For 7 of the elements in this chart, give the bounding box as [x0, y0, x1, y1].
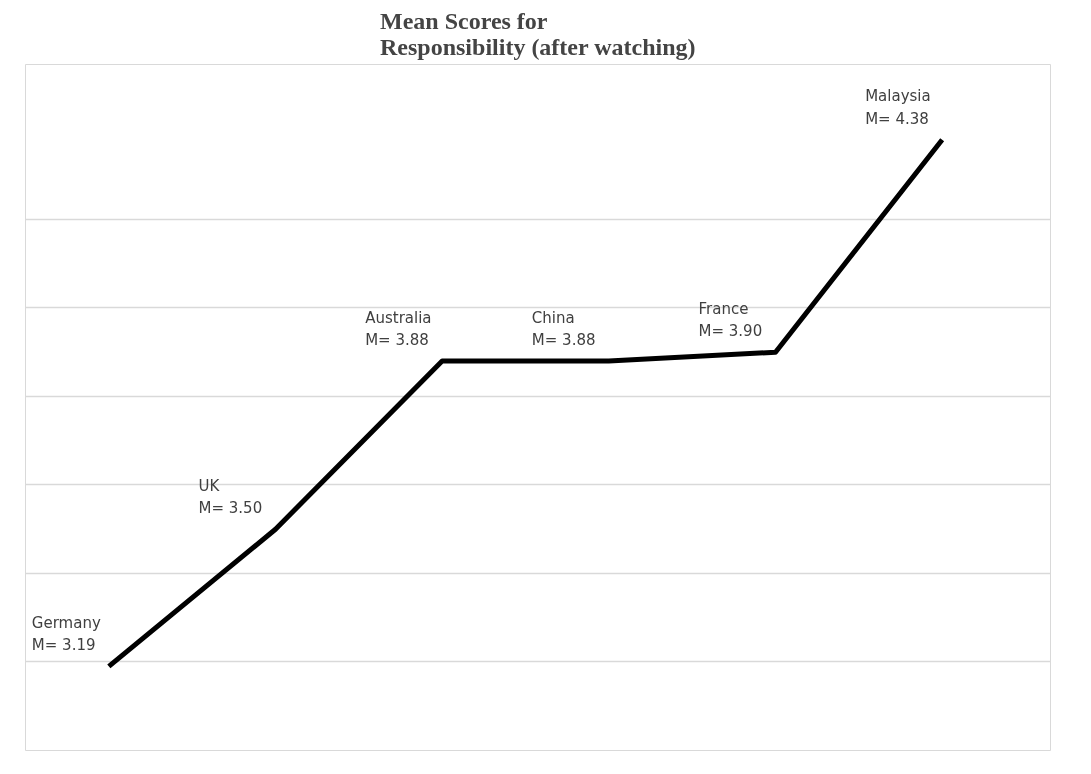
chart-title: Mean Scores for Responsibility (after watching)	[380, 7, 696, 60]
data-label: UK M= 3.50	[198, 476, 263, 518]
data-label: Malaysia M= 4.38	[865, 87, 931, 128]
data-label: China M= 3.88	[531, 308, 596, 350]
data-label: France M= 3.90	[698, 299, 763, 341]
data-label: Germany M= 3.19	[31, 613, 101, 655]
data-label: Australia M= 3.88	[365, 308, 432, 350]
